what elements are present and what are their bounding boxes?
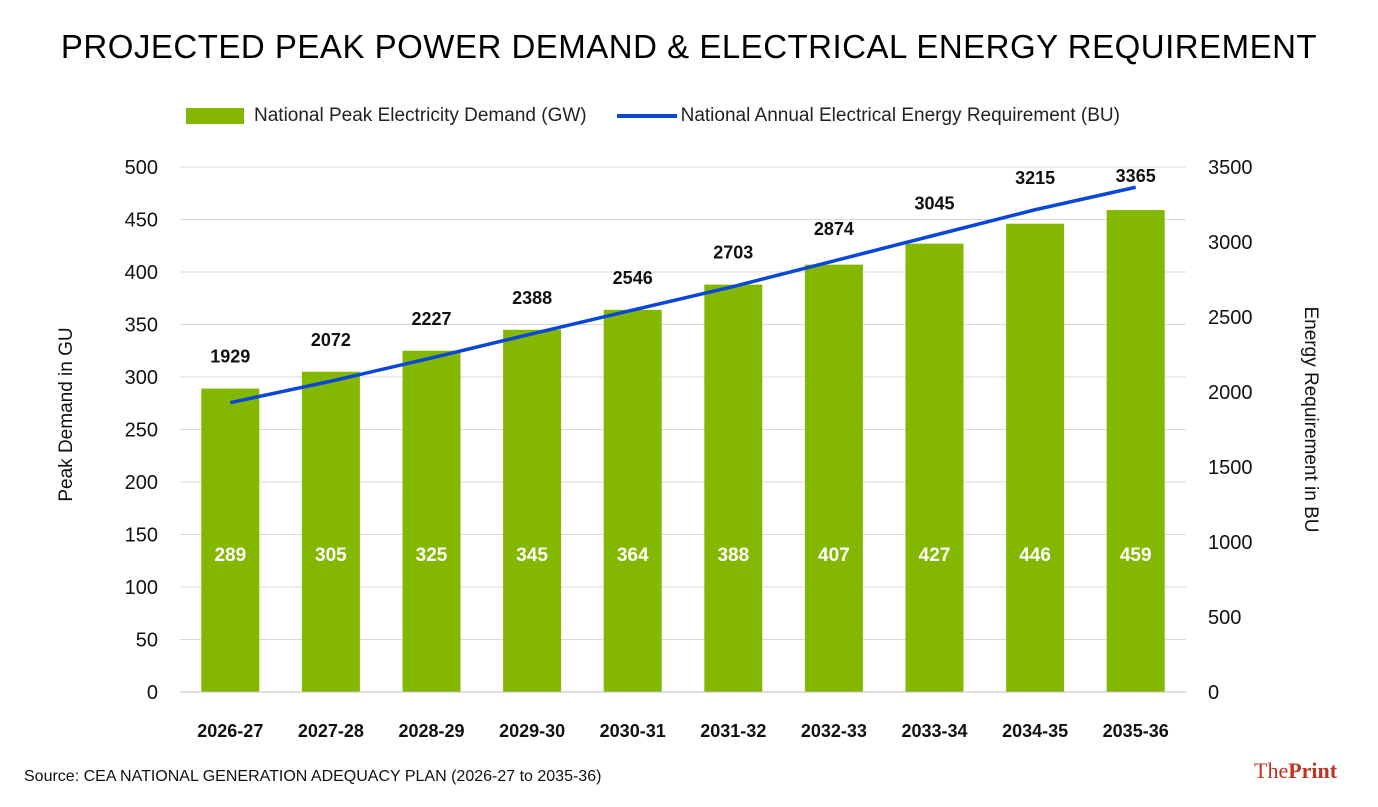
y2-tick-label: 1000 <box>1208 532 1253 554</box>
y-tick-label: 350 <box>125 315 158 337</box>
energy-value-label: 2072 <box>311 330 351 350</box>
y-tick-label: 450 <box>125 210 158 232</box>
x-tick-label: 2033-34 <box>901 721 967 741</box>
bar <box>1106 210 1165 693</box>
energy-value-label: 3045 <box>914 193 954 213</box>
bar <box>704 284 763 692</box>
y2-tick-label: 0 <box>1208 682 1219 704</box>
x-tick-label: 2027-28 <box>298 721 364 741</box>
bar-value-label: 407 <box>818 545 850 566</box>
axes: 0 50 100 150 200 250 300 350 400 450 500 0 500 1000 15… <box>56 157 1321 741</box>
y2-tick-label: 1500 <box>1208 457 1253 479</box>
x-tick-label: 2028-29 <box>398 721 464 741</box>
bar-value-label: 289 <box>214 545 246 566</box>
y-tick-label: 500 <box>125 157 158 179</box>
y2-axis-title: Energy Requirement in BU <box>1300 307 1321 533</box>
legend-item-peak-demand: National Peak Electricity Demand (GW) <box>186 105 587 127</box>
x-tick-label: 2026-27 <box>197 721 263 741</box>
x-tick-label: 2035-36 <box>1103 721 1169 741</box>
bar-value-label: 388 <box>717 545 749 566</box>
energy-value-label: 1929 <box>210 347 250 367</box>
y-axis-title: Peak Demand in GU <box>56 327 77 501</box>
y-tick-label: 300 <box>125 367 158 389</box>
theprint-logo: ThePrint <box>1254 758 1337 784</box>
y-tick-label: 400 <box>125 262 158 284</box>
bar <box>201 388 260 692</box>
bar <box>603 309 662 692</box>
energy-value-label: 3365 <box>1116 166 1156 186</box>
bar-value-label: 459 <box>1120 545 1152 566</box>
bar <box>1006 223 1065 692</box>
y2-tick-label: 3500 <box>1208 157 1253 179</box>
bar <box>503 329 562 692</box>
energy-series-line <box>229 185 1137 405</box>
energy-value-label: 2227 <box>411 309 451 329</box>
bar-value-label: 446 <box>1019 545 1051 566</box>
bar-value-label: 305 <box>315 545 347 566</box>
x-tick-label: 2034-35 <box>1002 721 1068 741</box>
legend-item-energy-requirement: National Annual Electrical Energy Requir… <box>616 105 1120 127</box>
y2-tick-label: 500 <box>1208 607 1241 629</box>
chart-title: PROJECTED PEAK POWER DEMAND & ELECTRICAL… <box>60 28 1318 65</box>
bar <box>301 371 360 692</box>
energy-value-label: 2388 <box>512 288 552 308</box>
legend: National Peak Electricity Demand (GW) Na… <box>186 102 1150 130</box>
energy-line <box>229 185 1137 405</box>
y2-tick-label: 2000 <box>1208 382 1253 404</box>
bar-value-label: 427 <box>919 545 951 566</box>
y-tick-label: 200 <box>125 472 158 494</box>
y2-tick-label: 2500 <box>1208 307 1253 329</box>
y-tick-label: 100 <box>125 577 158 599</box>
energy-value-label: 2874 <box>814 219 854 239</box>
y-tick-label: 150 <box>125 525 158 547</box>
energy-value-label: 3215 <box>1015 168 1055 188</box>
legend-label-peak-demand: National Peak Electricity Demand (GW) <box>254 105 587 126</box>
x-tick-label: 2029-30 <box>499 721 565 741</box>
bars <box>201 210 1165 693</box>
y-tick-label: 0 <box>147 682 158 704</box>
x-tick-label: 2032-33 <box>801 721 867 741</box>
bar <box>804 264 863 692</box>
y2-tick-label: 3000 <box>1208 232 1253 254</box>
bar <box>905 243 964 692</box>
bar-value-label: 364 <box>617 545 649 566</box>
data-labels: 289 305 325 345 364 388 407 427 446 459 1929 2072 22… <box>210 166 1155 566</box>
energy-value-label: 2703 <box>713 243 753 263</box>
x-tick-label: 2030-31 <box>600 721 666 741</box>
source-note: Source: CEA NATIONAL GENERATION ADEQUACY… <box>24 768 602 785</box>
x-tick-label: 2031-32 <box>700 721 766 741</box>
bar-value-label: 325 <box>416 545 448 566</box>
legend-label-energy-requirement: National Annual Electrical Energy Requir… <box>680 105 1120 126</box>
logo-print: Print <box>1288 758 1338 783</box>
bar-value-label: 345 <box>516 545 548 566</box>
legend-swatch-bar <box>186 108 244 124</box>
legend-swatch-line <box>616 114 677 118</box>
bar <box>402 350 461 692</box>
y-tick-label: 50 <box>136 630 158 652</box>
logo-the: The <box>1254 758 1289 783</box>
energy-value-label: 2546 <box>613 268 653 288</box>
y-tick-label: 250 <box>125 420 158 442</box>
